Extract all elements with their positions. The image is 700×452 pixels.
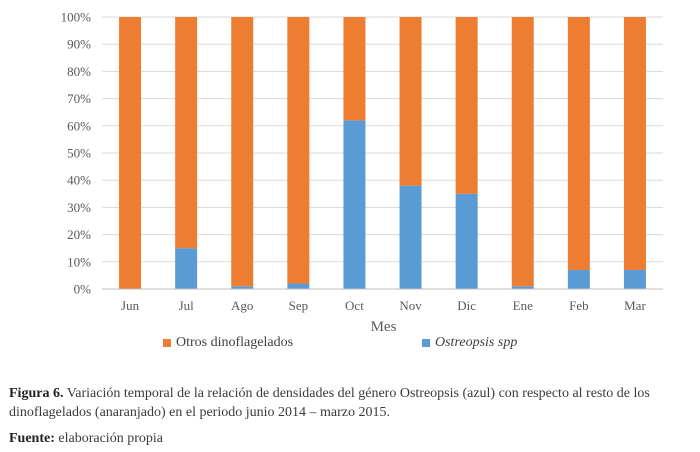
legend-swatch-orange: [163, 339, 171, 347]
bar-otros-jun: [119, 17, 142, 289]
figure-source: Fuente: elaboración propia: [9, 431, 163, 447]
y-tick-label: 20%: [67, 227, 91, 242]
x-tick-labels: Jun Jul Ago Sep Oct Nov Dic Ene Feb Mar: [121, 298, 646, 313]
bar-otros-mar: [623, 17, 646, 270]
figure-caption: Figura 6. Variación temporal de la relac…: [9, 384, 693, 422]
x-tick-label: Sep: [289, 298, 309, 313]
bar-otros-sep: [287, 17, 310, 284]
y-tick-label: 80%: [67, 64, 91, 79]
y-tick-label: 30%: [67, 200, 91, 215]
bar-otros-ago: [231, 17, 254, 287]
bar-otros-nov: [399, 17, 422, 186]
bars: [119, 17, 646, 289]
x-tick-label: Jul: [179, 298, 195, 313]
y-tick-label: 100%: [61, 10, 92, 25]
bar-ostreopsis-dic: [455, 193, 478, 289]
x-tick-label: Mar: [624, 298, 646, 313]
bar-ostreopsis-mar: [623, 269, 646, 289]
legend-label-ostreopsis: Ostreopsis spp: [435, 335, 518, 350]
x-tick-label: Jun: [121, 298, 140, 313]
caption-text: Variación temporal de la relación de den…: [9, 386, 650, 420]
bar-ostreopsis-feb: [567, 269, 590, 289]
y-tick-label: 10%: [67, 254, 91, 269]
bar-otros-feb: [567, 17, 590, 270]
bar-ostreopsis-sep: [287, 283, 310, 289]
x-tick-label: Ago: [231, 298, 253, 313]
legend-item-otros: Otros dinoflagelados: [163, 335, 293, 351]
legend-label-otros: Otros dinoflagelados: [176, 335, 294, 350]
bar-ostreopsis-nov: [399, 185, 422, 289]
y-tick-label: 0%: [74, 282, 92, 297]
x-tick-label: Feb: [569, 298, 589, 313]
legend-swatch-blue: [422, 339, 430, 347]
x-axis-title: Mes: [371, 319, 397, 335]
x-tick-label: Nov: [399, 298, 422, 313]
y-tick-label: 60%: [67, 118, 91, 133]
bar-otros-oct: [343, 17, 366, 121]
source-label: Fuente:: [9, 431, 55, 446]
caption-label: Figura 6.: [9, 386, 64, 401]
bar-ostreopsis-jul: [175, 248, 198, 289]
y-tick-label: 50%: [67, 146, 91, 161]
x-tick-label: Dic: [457, 298, 476, 313]
stacked-bar-chart: 0% 10% 20% 30% 40% 50% 60% 70% 80% 90% 100% Jun Jul…: [61, 10, 663, 335]
bar-ostreopsis-ene: [511, 286, 534, 289]
y-tick-label: 40%: [67, 173, 91, 188]
legend-item-ostreopsis: Ostreopsis spp: [422, 335, 517, 351]
bar-ostreopsis-oct: [343, 120, 366, 289]
source-text: elaboración propia: [54, 431, 163, 446]
x-tick-label: Ene: [513, 298, 533, 313]
bar-otros-jul: [175, 17, 198, 249]
y-tick-label: 90%: [67, 37, 91, 52]
y-tick-labels: 0% 10% 20% 30% 40% 50% 60% 70% 80% 90% 100%: [61, 10, 92, 297]
bar-otros-ene: [511, 17, 534, 287]
y-tick-label: 70%: [67, 91, 91, 106]
x-tick-label: Oct: [345, 298, 364, 313]
bar-otros-dic: [455, 17, 478, 194]
legend: Otros dinoflagelados Ostreopsis spp: [0, 335, 700, 355]
bar-ostreopsis-ago: [231, 286, 254, 289]
